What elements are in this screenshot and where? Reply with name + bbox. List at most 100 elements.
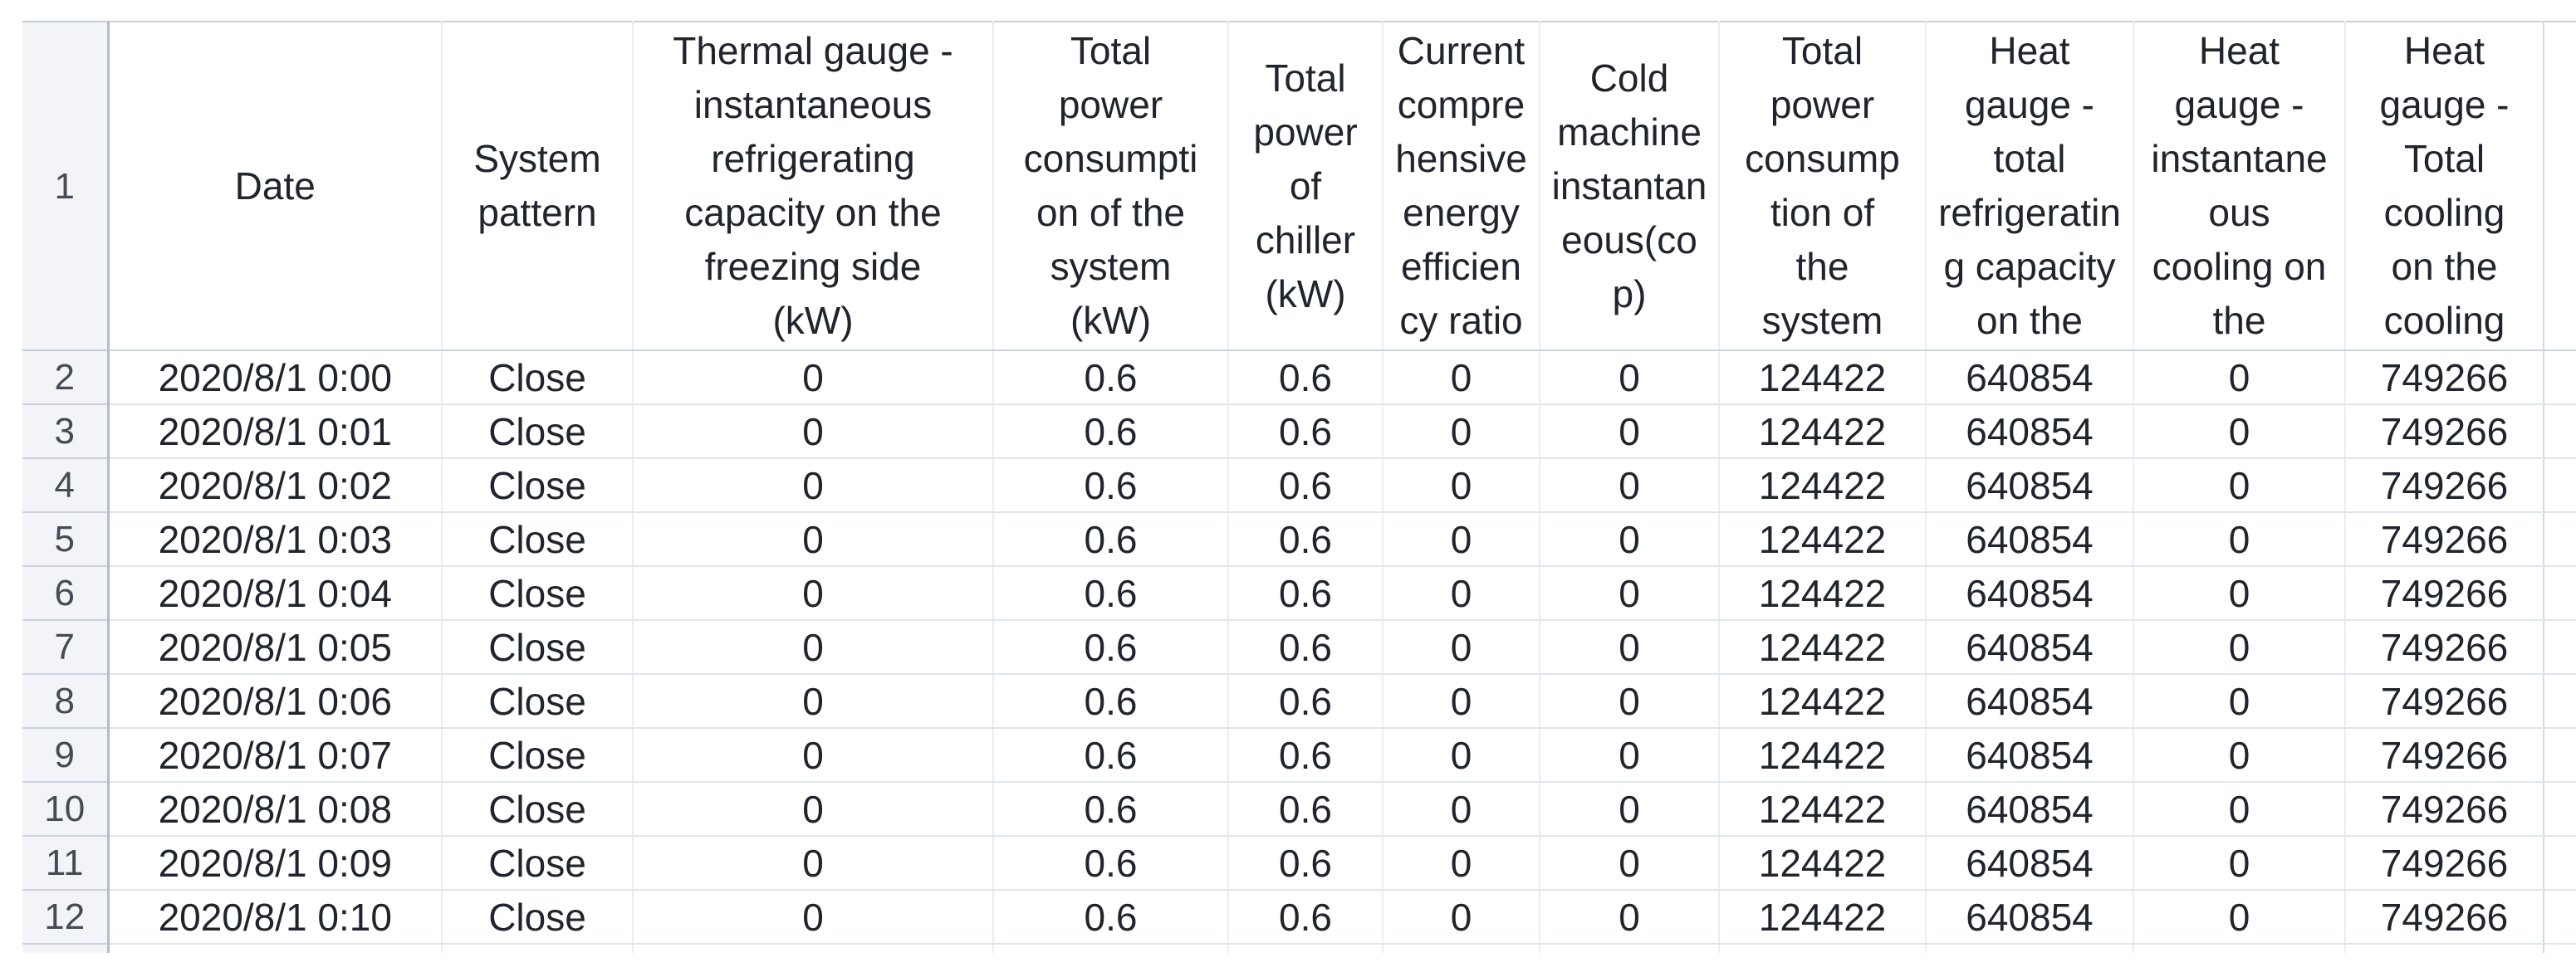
cell-thermal-gauge-instantaneous-refrigerating-capacity-freezing-side-kw[interactable]: 0 bbox=[633, 836, 994, 891]
cell-heat-gauge-total-cooling[interactable]: 749266 bbox=[2345, 674, 2544, 729]
cell-heat-gauge-instantaneous-cooling[interactable]: 0 bbox=[2133, 620, 2346, 675]
cell-heat-gauge-total-cooling[interactable]: 749266 bbox=[2345, 404, 2544, 459]
row-number[interactable]: 6 bbox=[22, 566, 110, 621]
cell-total-power-consumption-of-system-kw[interactable]: 0.6 bbox=[993, 674, 1229, 729]
cell-heat-gauge-total-cooling[interactable]: 749266 bbox=[2345, 782, 2544, 837]
cell-total-power-consumption-of-the-system[interactable]: 124422 bbox=[1719, 566, 1927, 621]
row-number[interactable]: 5 bbox=[22, 512, 110, 567]
cell-system-pattern[interactable]: Close bbox=[442, 350, 634, 405]
cell-system-pattern[interactable]: Close bbox=[442, 890, 634, 945]
cell-total-power-of-chiller-kw[interactable]: 0.6 bbox=[1228, 566, 1383, 621]
cell-current-comprehensive-energy-efficiency-ratio[interactable]: 0 bbox=[1383, 566, 1540, 621]
cell-total-power-consumption-of-the-system[interactable]: 124422 bbox=[1719, 350, 1927, 405]
column-header-heat-gauge-instantaneous-cooling[interactable]: Heat gauge - instantane ous cooling on t… bbox=[2133, 21, 2346, 351]
row-number[interactable]: 3 bbox=[22, 404, 110, 459]
cell-system-pattern[interactable]: Close bbox=[442, 404, 634, 459]
row-number[interactable]: 4 bbox=[22, 458, 110, 513]
cell-current-comprehensive-energy-efficiency-ratio[interactable]: 0 bbox=[1383, 836, 1540, 891]
cell-heat-gauge-total-cooling[interactable]: 749266 bbox=[2345, 620, 2544, 675]
cell-date[interactable]: 2020/8/1 0:07 bbox=[108, 728, 443, 783]
cell-thermal-gauge-instantaneous-refrigerating-capacity-freezing-side-kw[interactable]: 0 bbox=[633, 458, 994, 513]
cell-system-pattern[interactable]: Close bbox=[442, 458, 634, 513]
cell-heat-gauge-total-refrigerating-capacity[interactable]: 640854 bbox=[1926, 728, 2134, 783]
cell-date[interactable]: 2020/8/1 0:04 bbox=[108, 566, 443, 621]
cell-heat-gauge-total-cooling[interactable]: 749266 bbox=[2345, 890, 2544, 945]
cell-heat-gauge-instantaneous-cooling[interactable]: 0 bbox=[2133, 458, 2346, 513]
column-header-cold-machine-instantaneous-cop[interactable]: Cold machine instantan eous(co p) bbox=[1540, 21, 1720, 351]
cell-cold-machine-instantaneous-cop[interactable]: 0 bbox=[1540, 890, 1720, 945]
cell-heat-gauge-total-refrigerating-capacity[interactable]: 640854 bbox=[1926, 350, 2134, 405]
cell-thermal-gauge-instantaneous-refrigerating-capacity-freezing-side-kw[interactable]: 0 bbox=[633, 890, 994, 945]
row-number[interactable]: 7 bbox=[22, 620, 110, 675]
cell-cold-machine-instantaneous-cop[interactable]: 0 bbox=[1540, 566, 1720, 621]
row-number[interactable]: 8 bbox=[22, 674, 110, 729]
cell-current-comprehensive-energy-efficiency-ratio[interactable]: 0 bbox=[1383, 404, 1540, 459]
row-header-1[interactable]: 1 bbox=[22, 21, 110, 351]
cell-total-power-consumption-of-system-kw[interactable]: 0.6 bbox=[993, 512, 1229, 567]
cell-total-power-consumption-of-the-system[interactable]: 124422 bbox=[1719, 728, 1927, 783]
column-header-heat-gauge-total-refrigerating-capacity[interactable]: Heat gauge - total refrigeratin g capaci… bbox=[1926, 21, 2134, 351]
cell-cold-machine-instantaneous-cop[interactable]: 0 bbox=[1540, 782, 1720, 837]
cell-total-power-consumption-of-system-kw[interactable]: 0.6 bbox=[993, 620, 1229, 675]
cell-heat-gauge-total-cooling[interactable]: 749266 bbox=[2345, 566, 2544, 621]
cell-heat-gauge-total-cooling[interactable]: 749266 bbox=[2345, 350, 2544, 405]
row-number[interactable]: 2 bbox=[22, 350, 110, 405]
cell-cold-machine-instantaneous-cop[interactable]: 0 bbox=[1540, 404, 1720, 459]
cell-total-power-of-chiller-kw[interactable]: 0.6 bbox=[1228, 404, 1383, 459]
cell-heat-gauge-total-cooling[interactable]: 749266 bbox=[2345, 458, 2544, 513]
cell-total-power-of-chiller-kw[interactable]: 0.6 bbox=[1228, 836, 1383, 891]
cell-total-power-consumption-of-the-system[interactable]: 124422 bbox=[1719, 890, 1927, 945]
row-number[interactable]: 12 bbox=[22, 890, 110, 945]
column-header-heat-gauge-total-cooling[interactable]: Heat gauge - Total cooling on the coolin… bbox=[2345, 21, 2544, 351]
cell-current-comprehensive-energy-efficiency-ratio[interactable]: 0 bbox=[1383, 728, 1540, 783]
cell-heat-gauge-total-refrigerating-capacity[interactable]: 640854 bbox=[1926, 782, 2134, 837]
cell-system-pattern[interactable]: Close bbox=[442, 728, 634, 783]
column-header-total-power-consumption-of-the-system[interactable]: Total power consump tion of the system bbox=[1719, 21, 1927, 351]
row-number[interactable]: 10 bbox=[22, 782, 110, 837]
cell-heat-gauge-total-refrigerating-capacity[interactable]: 640854 bbox=[1926, 890, 2134, 945]
cell-total-power-of-chiller-kw[interactable]: 0.6 bbox=[1228, 620, 1383, 675]
cell-cold-machine-instantaneous-cop[interactable]: 0 bbox=[1540, 458, 1720, 513]
row-number[interactable]: 9 bbox=[22, 728, 110, 783]
cell-thermal-gauge-instantaneous-refrigerating-capacity-freezing-side-kw[interactable]: 0 bbox=[633, 620, 994, 675]
column-header-date[interactable]: Date bbox=[108, 21, 443, 351]
cell-thermal-gauge-instantaneous-refrigerating-capacity-freezing-side-kw[interactable]: 0 bbox=[633, 728, 994, 783]
cell-thermal-gauge-instantaneous-refrigerating-capacity-freezing-side-kw[interactable]: 0 bbox=[633, 566, 994, 621]
cell-heat-gauge-instantaneous-cooling[interactable]: 0 bbox=[2133, 350, 2346, 405]
cell-heat-gauge-instantaneous-cooling[interactable]: 0 bbox=[2133, 728, 2346, 783]
cell-current-comprehensive-energy-efficiency-ratio[interactable]: 0 bbox=[1383, 782, 1540, 837]
cell-thermal-gauge-instantaneous-refrigerating-capacity-freezing-side-kw[interactable]: 0 bbox=[633, 674, 994, 729]
cell-system-pattern[interactable]: Close bbox=[442, 512, 634, 567]
cell-current-comprehensive-energy-efficiency-ratio[interactable]: 0 bbox=[1383, 458, 1540, 513]
cell-date[interactable]: 2020/8/1 0:10 bbox=[108, 890, 443, 945]
cell-total-power-of-chiller-kw[interactable]: 0.6 bbox=[1228, 782, 1383, 837]
column-header-total-power-consumption-of-system-kw[interactable]: Total power consumpti on of the system (… bbox=[993, 21, 1229, 351]
cell-date[interactable]: 2020/8/1 0:02 bbox=[108, 458, 443, 513]
cell-thermal-gauge-instantaneous-refrigerating-capacity-freezing-side-kw[interactable]: 0 bbox=[633, 512, 994, 567]
cell-cold-machine-instantaneous-cop[interactable]: 0 bbox=[1540, 512, 1720, 567]
cell-total-power-consumption-of-the-system[interactable]: 124422 bbox=[1719, 512, 1927, 567]
cell-heat-gauge-instantaneous-cooling[interactable]: 0 bbox=[2133, 512, 2346, 567]
cell-heat-gauge-instantaneous-cooling[interactable]: 0 bbox=[2133, 836, 2346, 891]
column-header-thermal-gauge-instantaneous-refrigerating-capacity-freezing-side-kw[interactable]: Thermal gauge - instantaneous refrigerat… bbox=[633, 21, 994, 351]
cell-total-power-consumption-of-the-system[interactable]: 124422 bbox=[1719, 404, 1927, 459]
cell-heat-gauge-total-cooling[interactable]: 749266 bbox=[2345, 728, 2544, 783]
cell-heat-gauge-total-refrigerating-capacity[interactable]: 640854 bbox=[1926, 836, 2134, 891]
cell-current-comprehensive-energy-efficiency-ratio[interactable]: 0 bbox=[1383, 512, 1540, 567]
cell-total-power-consumption-of-system-kw[interactable]: 0.6 bbox=[993, 566, 1229, 621]
cell-total-power-consumption-of-the-system[interactable]: 124422 bbox=[1719, 674, 1927, 729]
cell-heat-gauge-instantaneous-cooling[interactable]: 0 bbox=[2133, 404, 2346, 459]
cell-cold-machine-instantaneous-cop[interactable]: 0 bbox=[1540, 836, 1720, 891]
cell-heat-gauge-total-refrigerating-capacity[interactable]: 640854 bbox=[1926, 674, 2134, 729]
column-header-current-comprehensive-energy-efficiency-ratio[interactable]: Current compre hensive energy efficien c… bbox=[1383, 21, 1540, 351]
cell-heat-gauge-total-cooling[interactable]: 749266 bbox=[2345, 512, 2544, 567]
cell-system-pattern[interactable]: Close bbox=[442, 566, 634, 621]
cell-cold-machine-instantaneous-cop[interactable]: 0 bbox=[1540, 674, 1720, 729]
cell-cold-machine-instantaneous-cop[interactable]: 0 bbox=[1540, 620, 1720, 675]
row-number[interactable]: 11 bbox=[22, 836, 110, 891]
cell-thermal-gauge-instantaneous-refrigerating-capacity-freezing-side-kw[interactable]: 0 bbox=[633, 350, 994, 405]
cell-total-power-of-chiller-kw[interactable]: 0.6 bbox=[1228, 458, 1383, 513]
cell-total-power-consumption-of-system-kw[interactable]: 0.6 bbox=[993, 404, 1229, 459]
cell-total-power-of-chiller-kw[interactable]: 0.6 bbox=[1228, 728, 1383, 783]
column-header-system-pattern[interactable]: System pattern bbox=[442, 21, 634, 351]
